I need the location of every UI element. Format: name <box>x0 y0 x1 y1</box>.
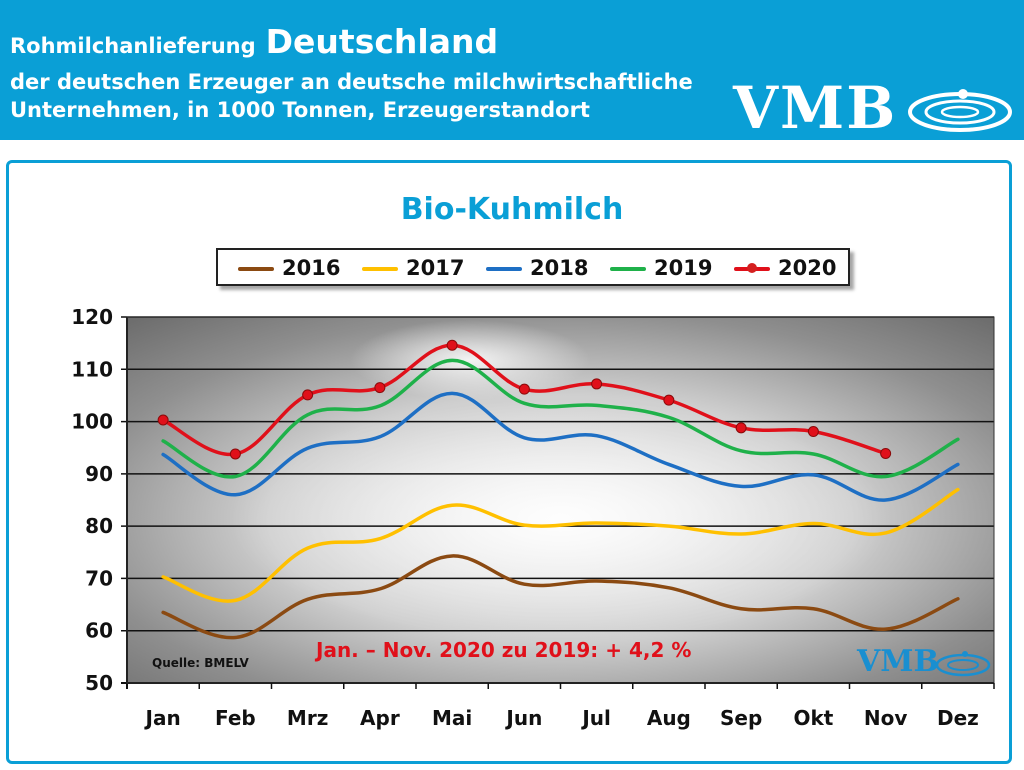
data-point-2020 <box>446 339 458 351</box>
x-tick-label: Mrz <box>287 706 328 730</box>
x-tick-label: Sep <box>720 706 762 730</box>
series-lines <box>157 339 960 640</box>
y-tick-label: 80 <box>85 514 113 538</box>
header-prefix: Rohmilchanlieferung <box>10 34 256 58</box>
gridlines <box>121 316 995 689</box>
data-point-2020 <box>735 422 747 434</box>
y-tick-label: 50 <box>85 671 113 695</box>
source-label: Quelle: BMELV <box>152 656 249 670</box>
data-point-2020 <box>518 383 530 395</box>
vmb-watermark-swirl-icon <box>935 651 991 677</box>
y-axis-ticks: 50 60 70 80 90 100 110 120 <box>71 305 113 695</box>
data-point-2020 <box>157 414 169 426</box>
legend-swatch-2019 <box>610 267 646 271</box>
x-tick-label: Okt <box>793 706 833 730</box>
header-banner: Rohmilchanlieferung Deutschland der deuts… <box>0 0 1024 142</box>
plot-background <box>127 317 994 683</box>
legend-marker-2020 <box>747 263 757 273</box>
legend-swatch-2016 <box>238 267 274 271</box>
milk-splash-decoration <box>350 320 590 400</box>
legend-label-2016: 2016 <box>282 256 341 280</box>
x-tick-label: Apr <box>360 706 400 730</box>
data-point-2020 <box>880 447 892 459</box>
legend-label-2020: 2020 <box>778 256 837 280</box>
vmb-watermark-text: VMB <box>857 644 939 679</box>
chart-legend: 2016 2017 2018 2019 2020 <box>216 248 850 286</box>
x-axis-ticks: Jan Feb Mrz Apr Mai Jun Jul Aug Sep Okt Nov Dez <box>144 683 995 730</box>
data-point-2020 <box>302 389 314 401</box>
series-line-2018 <box>161 391 960 502</box>
y-tick-label: 120 <box>71 305 113 329</box>
legend-label-2017: 2017 <box>406 256 465 280</box>
y-tick-label: 110 <box>71 357 113 381</box>
y-tick-label: 60 <box>85 619 113 643</box>
x-tick-label: Feb <box>215 706 256 730</box>
x-tick-label: Aug <box>647 706 691 730</box>
series-line-2020 <box>161 343 888 457</box>
x-tick-label: Jan <box>144 706 181 730</box>
data-point-2020 <box>229 448 241 460</box>
chart-annotation: Jan. – Nov. 2020 zu 2019: + 4,2 % <box>316 638 692 662</box>
x-tick-label: Jul <box>580 706 611 730</box>
x-tick-label: Jun <box>504 706 542 730</box>
header-country: Deutschland <box>265 22 499 61</box>
vmb-logo-text: VMB <box>733 74 898 142</box>
legend-label-2019: 2019 <box>654 256 713 280</box>
data-point-2020 <box>591 378 603 390</box>
y-tick-label: 100 <box>71 410 113 434</box>
x-tick-label: Mai <box>432 706 472 730</box>
milk-splash-decoration <box>230 400 890 640</box>
header-line1: Rohmilchanlieferung Deutschland <box>10 22 498 61</box>
x-tick-label: Dez <box>937 706 979 730</box>
header-line3: Unternehmen, in 1000 Tonnen, Erzeugersta… <box>10 98 590 122</box>
series-line-2019 <box>161 358 960 479</box>
x-tick-label: Nov <box>864 706 908 730</box>
data-point-2020 <box>807 426 819 438</box>
header-line2: der deutschen Erzeuger an deutsche milch… <box>10 70 693 94</box>
series-line-2016 <box>161 554 960 640</box>
legend-swatch-2017 <box>362 267 398 271</box>
y-tick-label: 70 <box>85 566 113 590</box>
data-point-2020 <box>374 382 386 394</box>
chart-title: Bio-Kuhmilch <box>400 192 624 227</box>
vmb-swirl-icon <box>908 89 1012 132</box>
legend-label-2018: 2018 <box>530 256 589 280</box>
legend-swatch-2018 <box>486 267 522 271</box>
series-line-2017 <box>161 487 960 603</box>
y-tick-label: 90 <box>85 462 113 486</box>
data-point-2020 <box>663 394 675 406</box>
